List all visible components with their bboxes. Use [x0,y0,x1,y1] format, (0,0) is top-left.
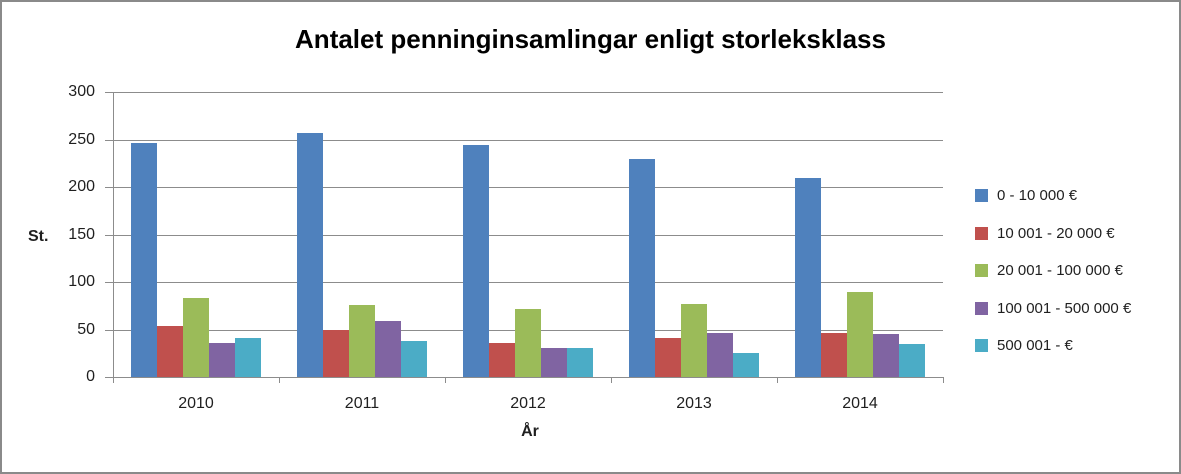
bar-2014-s0 [795,177,821,377]
chart-title: Antalet penninginsamlingar enligt storle… [295,24,886,54]
bar-2012-s3 [541,347,567,377]
bar-2014-s4 [899,343,925,377]
x-category-label-2012: 2012 [510,395,546,412]
y-tick-label-250: 250 [68,130,95,148]
bar-2010-s3 [209,342,235,377]
bar-2013-s1 [655,338,681,377]
bar-2012-s1 [489,342,515,377]
x-category-label-2014: 2014 [842,395,878,412]
bar-2014-s2 [847,291,873,377]
x-tick-1 [279,377,280,383]
bar-2011-s1 [323,329,349,377]
y-axis-title: St. [28,228,49,245]
gridline-200 [113,187,943,188]
bar-2011-s3 [375,320,401,377]
y-tick-200 [105,187,113,188]
gridline-100 [113,282,943,283]
bar-2011-s4 [401,340,427,377]
x-tick-2 [445,377,446,383]
y-tick-50 [105,329,113,331]
y-axis-line [113,92,114,378]
bar-2013-s2 [681,303,707,377]
y-tick-100 [105,282,113,283]
bar-2013-s3 [707,333,733,377]
gridline-250 [113,139,943,141]
y-tick-label-300: 300 [68,83,95,100]
bar-2010-s0 [131,143,157,377]
bar-2012-s2 [515,308,541,377]
bar-2011-s2 [349,304,375,377]
y-tick-label-0: 0 [86,368,95,385]
y-tick-150 [105,234,113,236]
y-tick-0 [105,377,113,378]
gridline-150 [113,234,943,236]
bar-2010-s1 [157,325,183,377]
bar-2014-s3 [873,334,899,377]
x-category-label-2013: 2013 [676,395,712,412]
x-tick-0 [113,377,114,383]
bar-2013-s4 [733,353,759,377]
x-tick-3 [611,377,612,383]
x-tick-5 [943,377,944,383]
bar-2013-s0 [629,159,655,377]
y-tick-300 [105,92,113,93]
y-tick-label-150: 150 [68,225,95,243]
bar-2010-s2 [183,298,209,377]
x-tick-4 [777,377,778,383]
bar-2014-s1 [821,333,847,377]
y-tick-label-50: 50 [77,320,95,338]
bar-2012-s0 [463,145,489,377]
x-category-label-2011: 2011 [344,395,380,412]
gridline-300 [113,92,943,93]
y-tick-250 [105,139,113,141]
x-axis-title: År [521,423,539,440]
bar-2010-s4 [235,338,261,377]
bar-2012-s4 [567,347,593,377]
y-tick-label-200: 200 [68,178,95,195]
x-category-label-2010: 2010 [178,395,214,412]
bar-2011-s0 [297,132,323,377]
y-tick-label-100: 100 [68,273,95,290]
x-axis-line [113,377,943,378]
